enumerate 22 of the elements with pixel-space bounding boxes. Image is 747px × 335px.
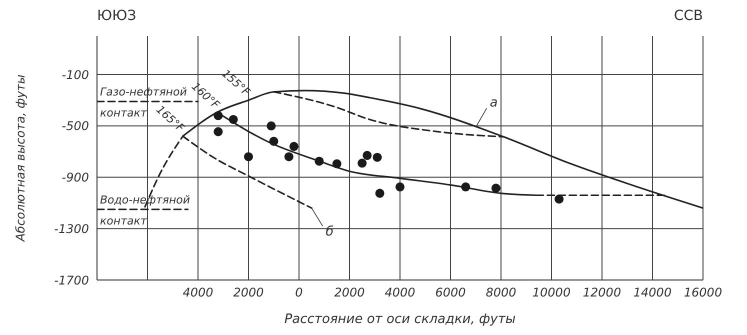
annotation: а: [490, 96, 498, 111]
annotation: б: [326, 224, 334, 240]
text: ССВ: [674, 8, 703, 24]
text: ЮЮЗ: [97, 8, 136, 24]
y-axis-title: Абсолютная высота, футы: [13, 74, 28, 242]
x-tick-label: 6000: [435, 286, 466, 300]
x-tick-label: 0: [295, 286, 304, 300]
y-tick-label: -1700: [54, 273, 90, 288]
y-tick-label: -1300: [54, 222, 90, 236]
x-axis-title: Расстояние от оси складки, футы: [284, 312, 516, 327]
x-tick-label: 16000: [684, 286, 722, 300]
x-tick-label: 14000: [633, 286, 672, 300]
x-tick-label: 2000: [233, 286, 264, 300]
y-tick-label: -100: [62, 68, 90, 82]
y-tick-label: -500: [62, 119, 90, 134]
x-tick-label: 10000: [532, 286, 571, 300]
x-tick-label: 8000: [486, 286, 517, 300]
x-tick-label: 4000: [182, 286, 214, 300]
x-tick-label: 4000: [384, 286, 416, 300]
y-tick-label: -900: [62, 170, 90, 185]
x-tick-label: 12000: [582, 286, 622, 300]
x-tick-label: 2000: [334, 286, 366, 300]
